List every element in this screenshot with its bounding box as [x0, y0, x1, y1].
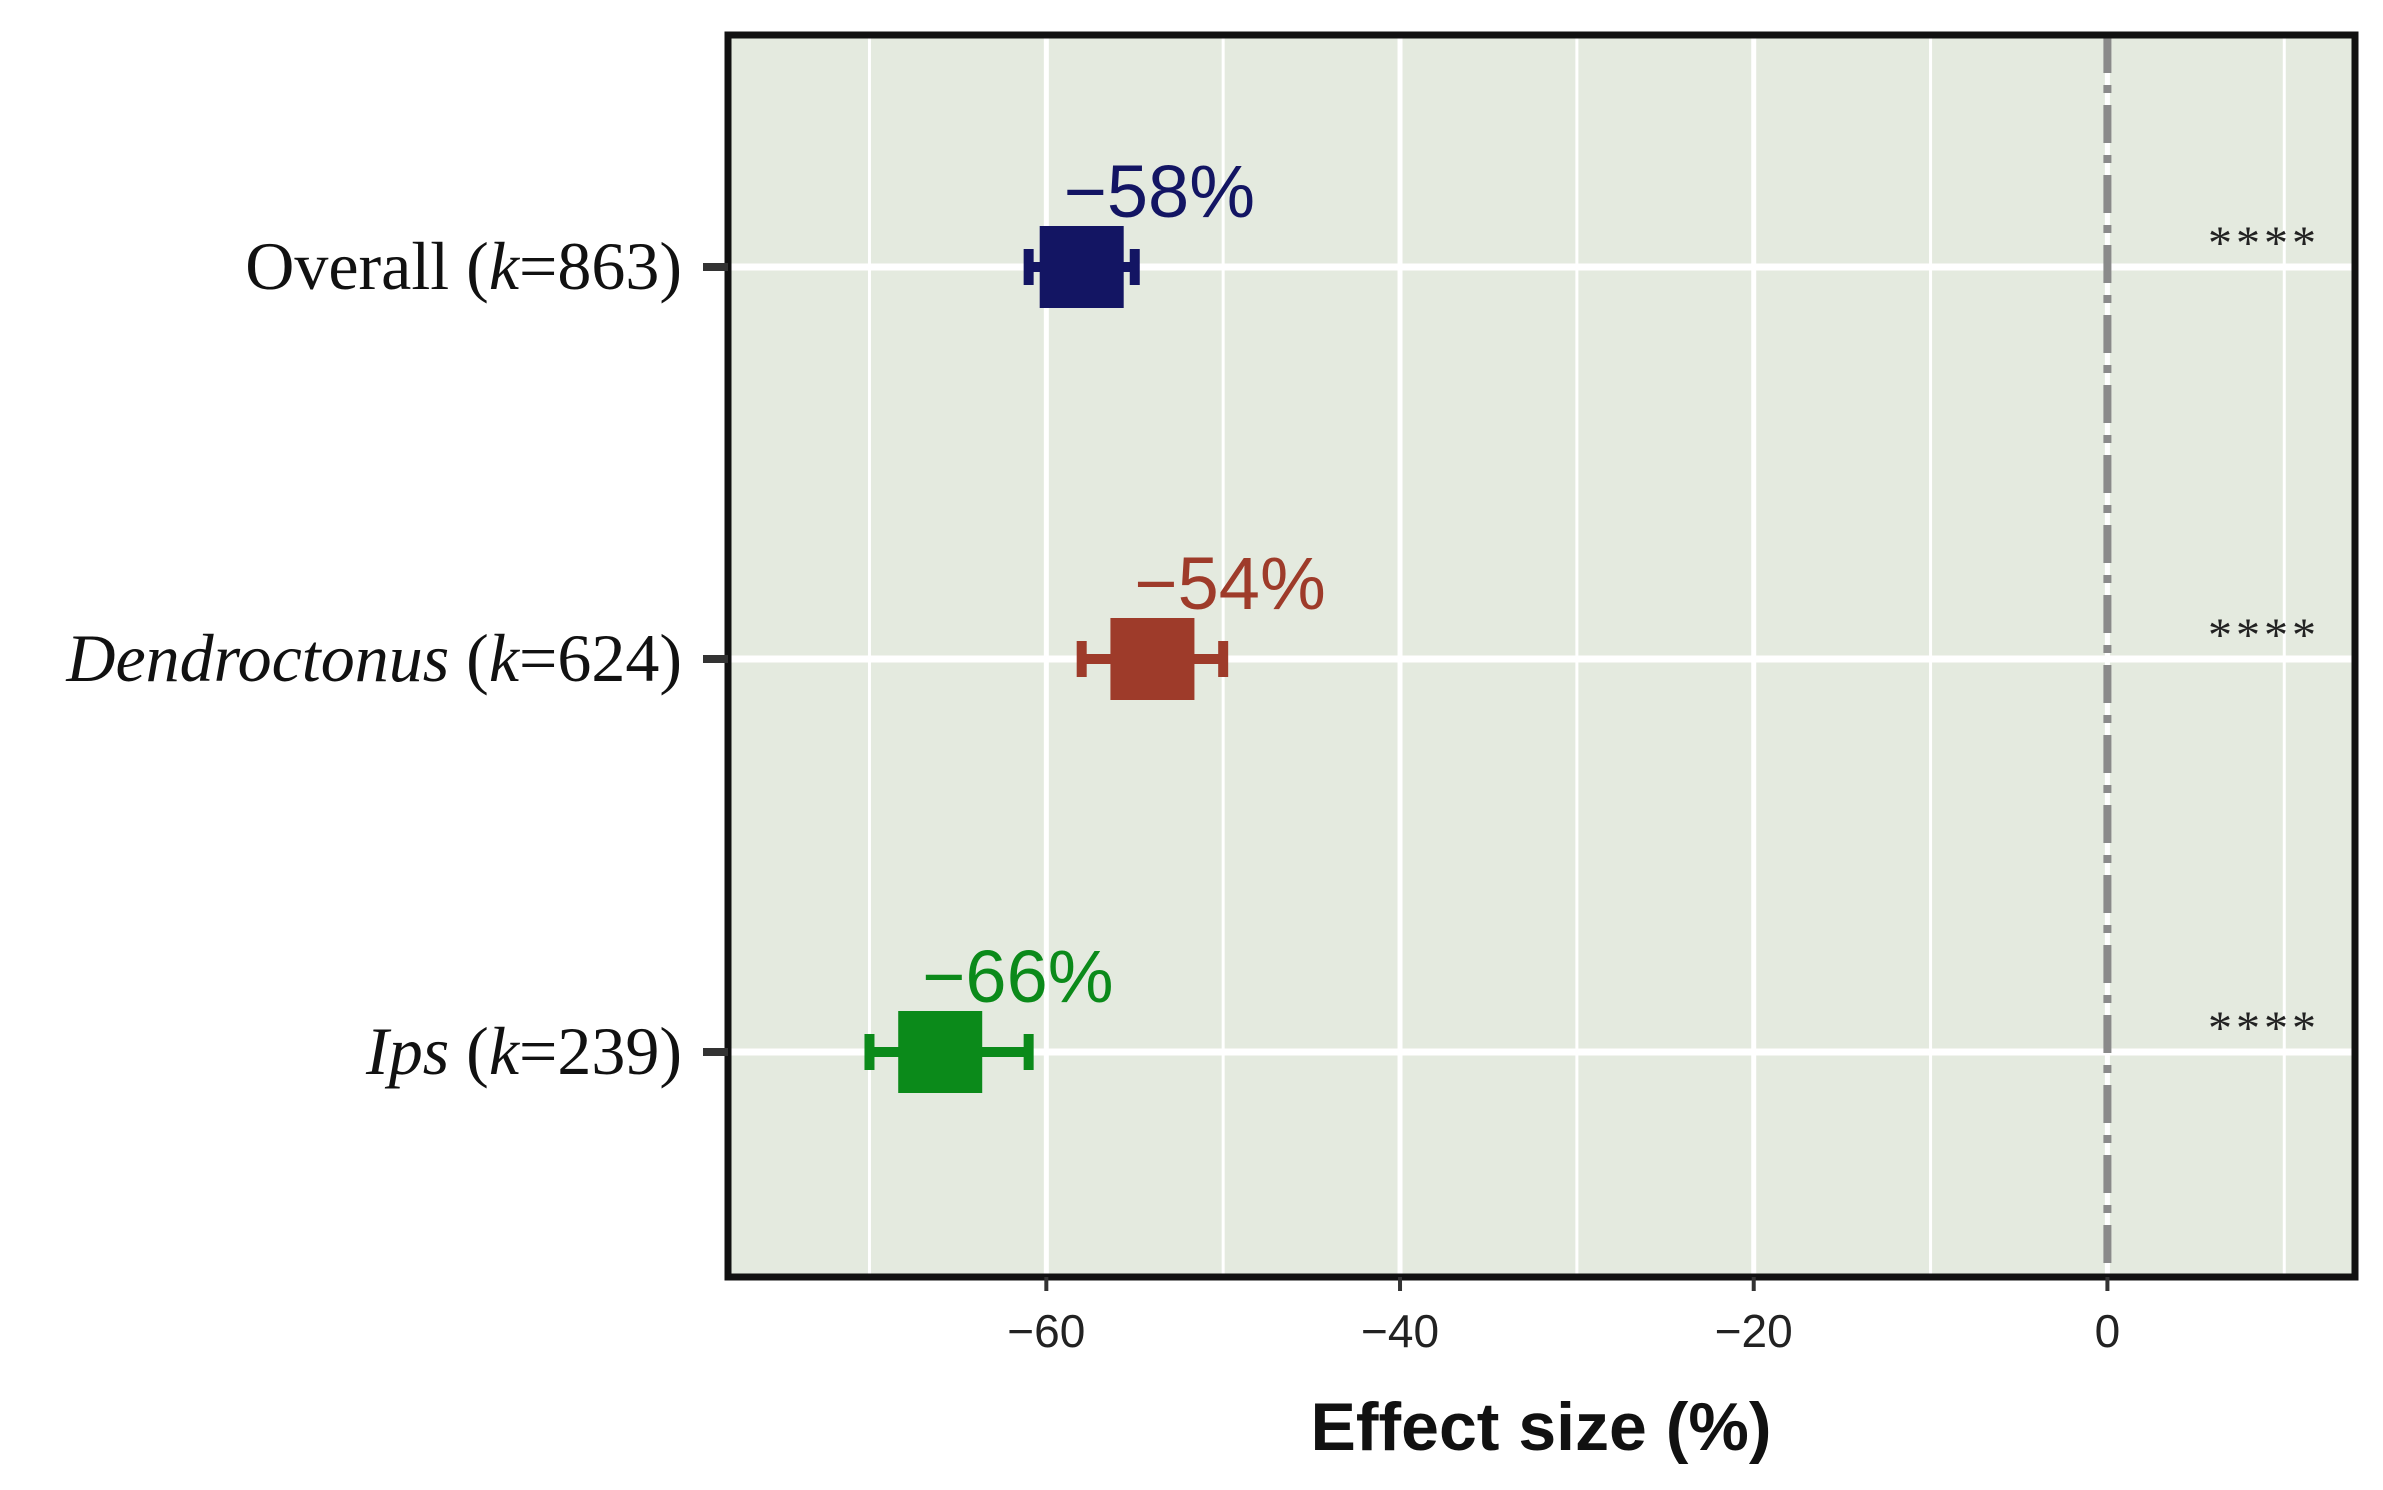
- value-label: −58%: [1064, 150, 1255, 233]
- value-label: −66%: [922, 935, 1113, 1018]
- x-tick-label: −20: [1715, 1305, 1793, 1357]
- point-estimate-box: [898, 1011, 983, 1093]
- x-axis-ticks: −60 −40 −20 0: [1007, 1277, 2120, 1357]
- y-axis-ticks: Overall (k=863) Dendroctonus (k=624) Ips (…: [65, 228, 728, 1089]
- value-label: −54%: [1134, 542, 1325, 625]
- significance-label: ****: [2208, 1002, 2320, 1055]
- x-tick-label: −40: [1361, 1305, 1439, 1357]
- significance-label: ****: [2208, 609, 2320, 662]
- forest-row: −66% ****: [864, 935, 2320, 1093]
- y-tick-label: Dendroctonus (k=624): [65, 620, 682, 696]
- point-estimate-box: [1039, 226, 1124, 308]
- grid-lines: [728, 35, 2355, 1277]
- x-tick-label: −60: [1007, 1305, 1085, 1357]
- point-estimate-box: [1110, 618, 1195, 700]
- forest-rows: −58% **** −54% **** −66% ****: [864, 150, 2320, 1093]
- forest-row: −54% ****: [1076, 542, 2320, 700]
- significance-label: ****: [2208, 217, 2320, 270]
- y-tick-label: Overall (k=863): [245, 228, 682, 304]
- y-tick-label: Ips (k=239): [365, 1013, 682, 1089]
- x-axis-label: Effect size (%): [1311, 1389, 1772, 1465]
- x-tick-label: 0: [2095, 1305, 2121, 1357]
- forest-row: −58% ****: [1023, 150, 2320, 308]
